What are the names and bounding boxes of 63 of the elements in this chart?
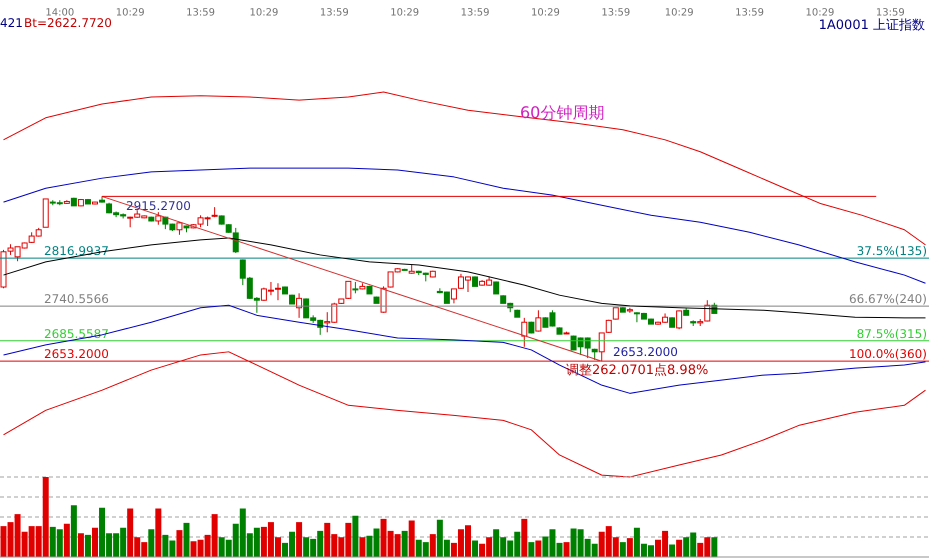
candlestick xyxy=(521,317,528,348)
bar xyxy=(711,537,718,557)
x-tick-label: 10:29 xyxy=(390,8,420,19)
x-tick-label: 13:59 xyxy=(876,8,905,19)
x-tick-label: 13:59 xyxy=(320,8,349,19)
bar xyxy=(626,538,633,557)
annotation: 66.67%(240) xyxy=(848,292,927,306)
candlestick xyxy=(380,286,387,314)
x-tick-label: 10:29 xyxy=(250,8,278,19)
x-tick-label: 10:29 xyxy=(116,8,145,19)
bar xyxy=(676,540,682,557)
ref-line-label: 2653.2000 xyxy=(44,347,109,362)
bar xyxy=(430,534,436,557)
bar xyxy=(148,529,154,557)
bar xyxy=(84,534,91,557)
bar xyxy=(535,540,542,557)
candlestick xyxy=(296,292,302,318)
x-tick-label: 13:59 xyxy=(186,8,215,19)
candlestick xyxy=(493,280,500,294)
text: 421 xyxy=(0,16,23,30)
bar xyxy=(521,518,528,557)
x-tick-label: 13:59 xyxy=(735,8,764,19)
bar xyxy=(92,528,98,557)
bar xyxy=(155,508,162,557)
bar xyxy=(70,505,77,557)
bar xyxy=(408,520,415,557)
annotation: 2653.2000 xyxy=(613,345,678,360)
bar xyxy=(359,537,366,557)
x-tick-label: 13:59 xyxy=(460,8,490,19)
bar xyxy=(669,544,676,557)
chart-title: 1A0001 上证指数 xyxy=(818,17,925,34)
bar xyxy=(78,533,84,557)
annotation: 100.0%(360) xyxy=(848,347,927,362)
candlestick xyxy=(289,294,296,304)
bar xyxy=(296,522,302,557)
bar xyxy=(528,542,534,557)
bar xyxy=(564,542,570,557)
candlestick xyxy=(669,316,676,328)
ref-line-label: 2740.5566 xyxy=(44,292,109,306)
candlestick xyxy=(155,212,162,226)
ref-line-label: 2685.5587 xyxy=(44,326,109,341)
candlestick xyxy=(535,310,542,332)
bar xyxy=(352,516,358,557)
candlestick xyxy=(352,281,358,294)
candlestick xyxy=(592,348,598,360)
x-tick-label: 10:29 xyxy=(806,8,834,19)
text: 60分钟周期 xyxy=(520,103,604,122)
x-tick-label: 14:00 xyxy=(45,8,74,19)
bar xyxy=(176,530,182,557)
candlestick xyxy=(676,310,682,330)
x-tick-label: 10:29 xyxy=(664,8,694,19)
annotation: 87.5%(315) xyxy=(856,326,927,341)
bar xyxy=(183,522,190,557)
bar xyxy=(64,524,70,557)
x-tick-label: 13:59 xyxy=(601,8,630,19)
annotation: 37.5%(135) xyxy=(856,244,927,258)
bar xyxy=(402,530,408,557)
bar xyxy=(620,542,626,557)
x-tick-label: 10:29 xyxy=(531,8,560,19)
ref-line-label: 2816.9937 xyxy=(44,244,109,258)
bar xyxy=(472,540,478,557)
candlestick xyxy=(176,221,182,236)
text: Bt=2622.7720 xyxy=(24,16,112,30)
